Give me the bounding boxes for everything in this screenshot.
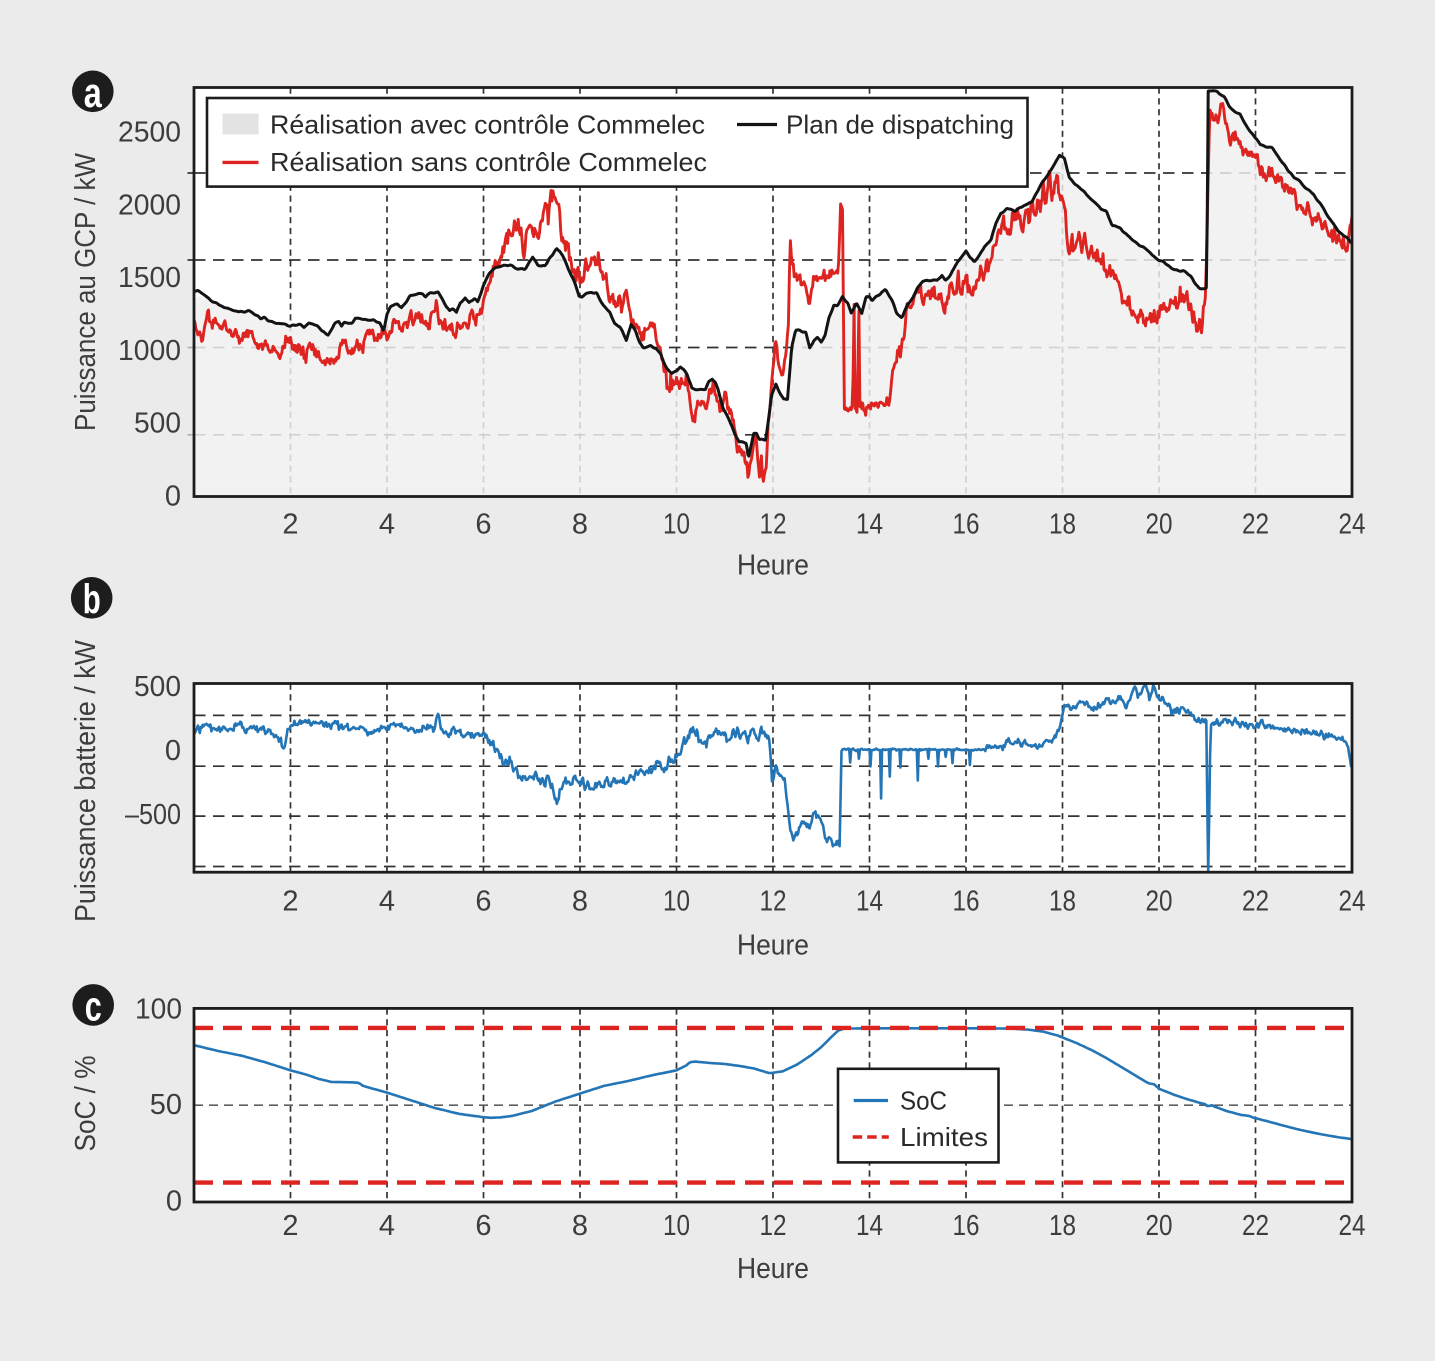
svg-text:22: 22 xyxy=(1242,1210,1269,1242)
svg-text:Heure: Heure xyxy=(737,550,809,582)
svg-text:SoC: SoC xyxy=(900,1086,947,1116)
svg-text:18: 18 xyxy=(1049,1210,1076,1242)
svg-text:c: c xyxy=(85,983,102,1030)
svg-text:b: b xyxy=(83,576,101,623)
svg-text:20: 20 xyxy=(1146,509,1173,541)
svg-text:14: 14 xyxy=(856,1210,883,1242)
svg-text:18: 18 xyxy=(1049,886,1076,918)
svg-text:2: 2 xyxy=(282,1210,298,1242)
svg-text:0: 0 xyxy=(165,735,181,767)
svg-text:500: 500 xyxy=(134,671,181,703)
svg-text:8: 8 xyxy=(572,1210,588,1242)
svg-text:Plan de dispatching: Plan de dispatching xyxy=(786,110,1014,140)
svg-text:22: 22 xyxy=(1242,509,1269,541)
svg-text:18: 18 xyxy=(1049,509,1076,541)
svg-text:2500: 2500 xyxy=(118,117,181,149)
svg-text:6: 6 xyxy=(475,509,491,541)
svg-text:2: 2 xyxy=(282,509,298,541)
svg-text:10: 10 xyxy=(663,1210,690,1242)
svg-text:24: 24 xyxy=(1339,886,1366,918)
svg-text:100: 100 xyxy=(135,994,182,1026)
svg-text:a: a xyxy=(84,69,102,116)
svg-text:16: 16 xyxy=(953,509,980,541)
svg-text:4: 4 xyxy=(379,1210,395,1242)
svg-text:Puissance batterie / kW: Puissance batterie / kW xyxy=(70,639,102,922)
svg-text:8: 8 xyxy=(572,886,588,918)
svg-text:22: 22 xyxy=(1242,886,1269,918)
svg-text:Réalisation avec contrôle Comm: Réalisation avec contrôle Commelec xyxy=(270,110,705,140)
svg-text:24: 24 xyxy=(1339,1210,1366,1242)
svg-text:50: 50 xyxy=(150,1089,182,1121)
svg-text:14: 14 xyxy=(856,886,883,918)
svg-text:2000: 2000 xyxy=(118,189,181,221)
svg-text:10: 10 xyxy=(663,509,690,541)
svg-text:12: 12 xyxy=(760,509,787,541)
svg-text:6: 6 xyxy=(475,886,491,918)
svg-text:Limites: Limites xyxy=(900,1122,988,1152)
svg-text:6: 6 xyxy=(475,1210,491,1242)
svg-text:Heure: Heure xyxy=(737,930,809,962)
svg-text:4: 4 xyxy=(379,886,395,918)
svg-text:Heure: Heure xyxy=(737,1253,809,1285)
svg-text:Réalisation sans contrôle Comm: Réalisation sans contrôle Commelec xyxy=(270,147,707,177)
svg-text:16: 16 xyxy=(953,886,980,918)
svg-text:1500: 1500 xyxy=(118,262,181,294)
svg-text:20: 20 xyxy=(1146,886,1173,918)
svg-text:8: 8 xyxy=(572,509,588,541)
svg-text:16: 16 xyxy=(953,1210,980,1242)
svg-text:Puissance au GCP / kW: Puissance au GCP / kW xyxy=(70,152,102,431)
svg-text:1000: 1000 xyxy=(118,335,181,367)
svg-text:4: 4 xyxy=(379,509,395,541)
svg-text:20: 20 xyxy=(1146,1210,1173,1242)
svg-text:12: 12 xyxy=(760,886,787,918)
svg-text:10: 10 xyxy=(663,886,690,918)
svg-text:0: 0 xyxy=(166,1186,182,1218)
svg-text:24: 24 xyxy=(1339,509,1366,541)
svg-text:SoC / %: SoC / % xyxy=(70,1056,102,1152)
svg-text:12: 12 xyxy=(760,1210,787,1242)
svg-text:0: 0 xyxy=(165,481,181,513)
svg-text:2: 2 xyxy=(282,886,298,918)
svg-text:14: 14 xyxy=(856,509,883,541)
svg-text:500: 500 xyxy=(134,408,181,440)
svg-text:–500: –500 xyxy=(125,799,181,831)
